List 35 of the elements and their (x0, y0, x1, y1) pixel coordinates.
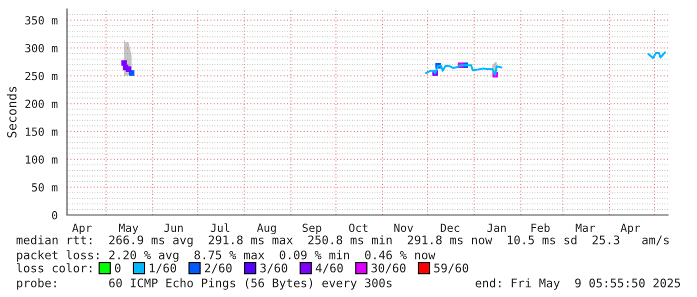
legend-label: 2/60 (204, 264, 232, 274)
x-tick-label: Jan (487, 224, 506, 232)
x-tick-label: Mar (576, 224, 595, 232)
y-tick-label: 300 m (25, 44, 58, 52)
y-tick-label: 0 (52, 211, 58, 220)
x-tick-label: Jun (164, 224, 183, 232)
x-tick-label: May (119, 224, 138, 234)
text: packet loss: 2.20 % avg 8.75 % max 0.09 % min 0.46 % now (17, 250, 436, 262)
y-tick-label: 100 m (26, 155, 58, 164)
y-tick-label: 200 m (25, 100, 58, 108)
legend-label: 3/60 (260, 264, 288, 274)
legend-label: 30/60 (372, 264, 406, 274)
x-tick-label: Aug (257, 224, 276, 234)
x-tick-label: Sep (302, 224, 322, 234)
x-tick-label: Apr (72, 224, 92, 234)
x-tick-label: Feb (532, 223, 550, 232)
y-tick-label: 350 m (25, 16, 58, 25)
x-tick-label: Apr (620, 224, 640, 234)
x-tick-label: Oct (349, 224, 368, 232)
legend-label: 1/60 (150, 264, 176, 274)
text: median rtt: 266.9 ms avg 291.8 ms max 250.8 ms min 291.8 ms now 10.5 ms sd 25.3 am/s (16, 235, 669, 247)
point (126, 66, 132, 72)
legend-label: 0 (114, 264, 121, 272)
y-tick-label: 50 m (32, 183, 58, 192)
y-tick-label: 150 m (26, 127, 58, 136)
legend-label: 59/60 (434, 264, 468, 274)
x-tick-label: Jul (210, 223, 230, 232)
legend-title: loss color: (16, 263, 92, 272)
legend-label: 4/60 (316, 264, 343, 274)
text: probe: 60 ICMP Echo Pings (56 Bytes) every 300s (17, 278, 392, 290)
x-tick-label: Dec (440, 224, 460, 232)
text: end: Fri May 9 05:55:50 2025 (476, 278, 680, 290)
y-tick-label: 250 m (25, 72, 58, 80)
y-axis-title: Seconds (6, 86, 17, 138)
x-tick-label: Nov (394, 224, 414, 232)
